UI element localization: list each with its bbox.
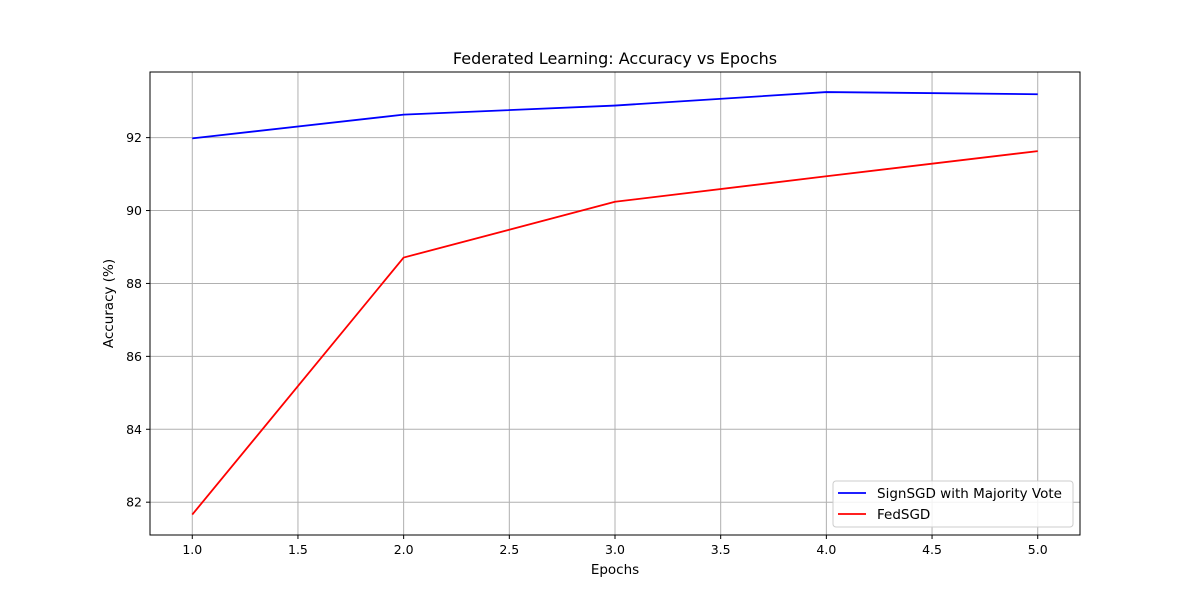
- chart-title: Federated Learning: Accuracy vs Epochs: [453, 49, 777, 68]
- x-tick-label: 3.5: [711, 542, 731, 557]
- y-tick-label: 90: [126, 203, 142, 218]
- series-line-1: [192, 91, 1038, 140]
- legend-box: [832, 480, 1074, 528]
- x-tick-label: 1.0: [182, 542, 202, 557]
- x-tick-label: 4.5: [922, 542, 942, 557]
- legend-label: SignSGD with Majority Vote: [877, 486, 1062, 502]
- series-lines: [191, 91, 1038, 516]
- axis-ticks: 1.0 1.5 2.0 2.5 3.0 3.5 4.0 4.5 5.0 82 84 86 88 90 92: [126, 130, 1048, 557]
- y-tick-label: 84: [126, 422, 142, 437]
- x-tick-label: 2.0: [394, 542, 414, 557]
- x-tick-label: 4.0: [816, 542, 836, 557]
- series-line-2: [191, 150, 1038, 516]
- y-tick-label: 88: [126, 276, 142, 291]
- legend: SignSGD with Majority Vote FedSGD: [832, 480, 1074, 528]
- x-tick-label: 1.5: [288, 542, 308, 557]
- legend-label: FedSGD: [877, 507, 930, 523]
- y-tick-label: 92: [126, 130, 142, 145]
- x-tick-label: 2.5: [499, 542, 519, 557]
- y-tick-label: 86: [126, 349, 142, 364]
- y-tick-label: 82: [126, 495, 142, 510]
- x-tick-label: 5.0: [1028, 542, 1048, 557]
- x-tick-label: 3.0: [605, 542, 625, 557]
- x-axis-label: Epochs: [591, 562, 639, 578]
- grid: [150, 72, 1080, 535]
- y-axis-label: Accuracy (%): [101, 259, 117, 348]
